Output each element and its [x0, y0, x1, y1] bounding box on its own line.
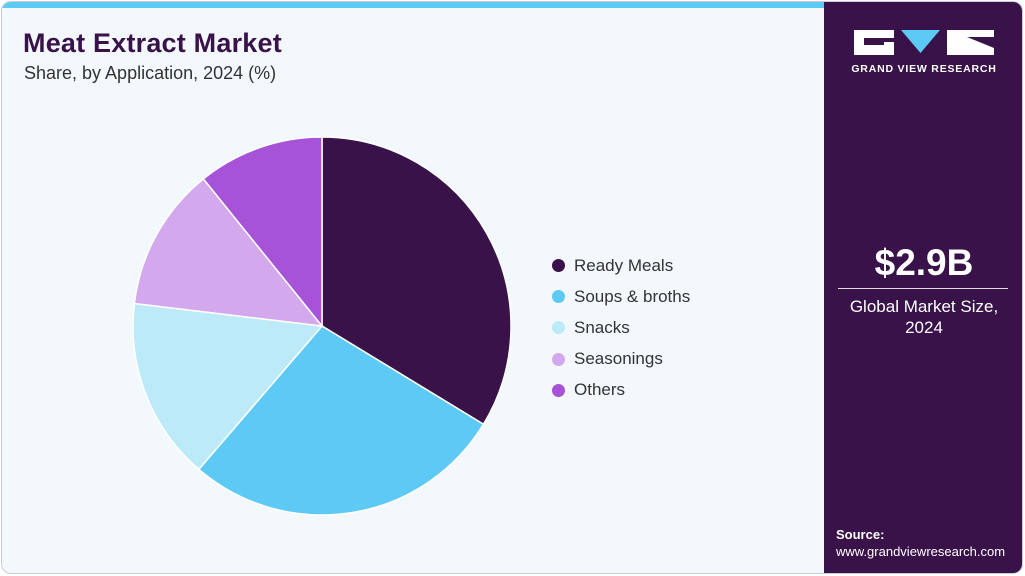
pie-chart	[132, 136, 512, 516]
pie-slice-ready-meals	[321, 136, 512, 426]
chart-title: Meat Extract Market	[23, 28, 282, 58]
grand-view-research-logo-icon	[854, 30, 994, 55]
legend-label: Soups & broths	[574, 286, 691, 306]
logo-text: GRAND VIEW RESEARCH	[851, 63, 997, 75]
source-link[interactable]: www.grandviewresearch.com	[836, 544, 1006, 559]
legend-item: Others	[552, 375, 690, 406]
legend-item: Soups & broths	[552, 281, 690, 312]
market-size-value: $2.9B	[874, 242, 974, 283]
source-label: Source:	[836, 527, 885, 542]
market-size-label-line2: 2024	[905, 318, 943, 337]
legend-dot-icon	[552, 259, 565, 273]
legend-dot-icon	[552, 321, 565, 335]
chart-subtitle: Share, by Application, 2024 (%)	[24, 63, 277, 83]
accent-bar	[2, 2, 825, 8]
legend-item: Ready Meals	[552, 250, 690, 281]
chart-legend: Ready Meals Soups & broths Snacks Seasoning…	[552, 250, 690, 406]
market-size-label-line1: Global Market Size,	[849, 297, 999, 316]
legend-label: Snacks	[574, 317, 630, 337]
side-panel: GRAND VIEW RESEARCH $2.9B Global Market …	[824, 2, 1022, 573]
legend-dot-icon	[552, 352, 565, 366]
legend-item: Seasonings	[552, 344, 690, 375]
pie-slice-others	[202, 136, 323, 329]
legend-label: Others	[574, 380, 626, 400]
legend-dot-icon	[552, 383, 565, 397]
legend-label: Ready Meals	[574, 255, 674, 275]
divider	[838, 288, 1008, 289]
legend-item: Snacks	[552, 312, 690, 343]
legend-label: Seasonings	[574, 349, 663, 369]
pie-slice-snacks	[132, 302, 324, 471]
pie-slice-soups-broths	[197, 325, 485, 516]
pie-slice-seasonings	[133, 177, 324, 327]
market-size-label: Global Market Size, 2024	[824, 296, 1022, 338]
legend-dot-icon	[552, 290, 565, 304]
